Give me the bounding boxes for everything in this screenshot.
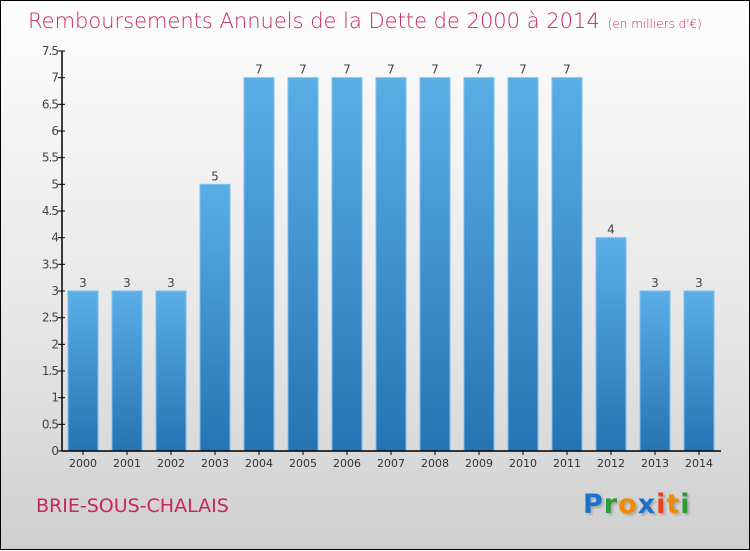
y-tick-label-0.5: 0.5 xyxy=(42,417,58,431)
x-tick-label-2006: 2006 xyxy=(333,457,361,470)
y-tick-label-5: 5 xyxy=(51,177,58,191)
bar-2010 xyxy=(507,77,539,452)
proxiti-logo: Proxiti xyxy=(583,489,691,520)
data-label-2014: 3 xyxy=(695,276,703,290)
bar-2002 xyxy=(155,290,187,452)
bar-2001 xyxy=(111,290,143,452)
bar-2012 xyxy=(595,237,627,452)
data-label-2009: 7 xyxy=(475,63,483,77)
x-tick-label-2008: 2008 xyxy=(421,457,449,470)
title-text: Remboursements Annuels de la Dette de 20… xyxy=(28,9,600,33)
x-tick-label-2005: 2005 xyxy=(289,457,317,470)
x-tick-label-2003: 2003 xyxy=(201,457,229,470)
data-label-2002: 3 xyxy=(167,276,175,290)
bar-2011 xyxy=(551,77,583,452)
logo-letter: i xyxy=(680,489,691,520)
x-tick-label-2009: 2009 xyxy=(465,457,493,470)
bar-2005 xyxy=(287,77,319,452)
data-label-2006: 7 xyxy=(343,63,351,77)
y-tick-label-0: 0 xyxy=(51,444,58,458)
logo-letter: o xyxy=(618,489,638,520)
data-label-2005: 7 xyxy=(299,63,307,77)
x-tick-label-2011: 2011 xyxy=(553,457,581,470)
data-label-2007: 7 xyxy=(387,63,395,77)
y-tick-label-4: 4 xyxy=(51,231,58,245)
bar-2004 xyxy=(243,77,275,452)
x-tick-label-2000: 2000 xyxy=(69,457,97,470)
y-tick-label-2: 2 xyxy=(51,337,58,351)
y-tick-label-4.5: 4.5 xyxy=(42,204,58,218)
data-label-2008: 7 xyxy=(431,63,439,77)
y-tick-label-7: 7 xyxy=(51,71,58,85)
data-label-2011: 7 xyxy=(563,63,571,77)
data-label-2013: 3 xyxy=(651,276,659,290)
chart-title: Remboursements Annuels de la Dette de 20… xyxy=(28,9,702,33)
logo-letter: i xyxy=(656,489,667,520)
logo-letter: t xyxy=(666,489,681,520)
x-tick-label-2014: 2014 xyxy=(685,457,713,470)
chart-subtitle: (en milliers d'€) xyxy=(607,17,702,31)
data-label-2001: 3 xyxy=(123,276,131,290)
logo-letter: P xyxy=(583,489,604,520)
data-label-2000: 3 xyxy=(79,276,87,290)
logo-letter: x xyxy=(637,489,657,520)
bar-2007 xyxy=(375,77,407,452)
y-tick-label-2.5: 2.5 xyxy=(42,311,58,325)
data-label-2004: 7 xyxy=(255,63,263,77)
x-tick-label-2001: 2001 xyxy=(113,457,141,470)
y-tick-label-1.5: 1.5 xyxy=(42,364,58,378)
x-tick-label-2007: 2007 xyxy=(377,457,405,470)
bar-2006 xyxy=(331,77,363,452)
y-tick-label-1: 1 xyxy=(51,391,58,405)
bar-2009 xyxy=(463,77,495,452)
data-label-2012: 4 xyxy=(607,223,615,237)
data-label-2010: 7 xyxy=(519,63,527,77)
bar-2008 xyxy=(419,77,451,452)
bar-2014 xyxy=(683,290,715,452)
y-tick-label-3: 3 xyxy=(51,284,58,298)
bar-2013 xyxy=(639,290,671,452)
y-tick-label-6: 6 xyxy=(51,124,58,138)
x-tick-label-2010: 2010 xyxy=(509,457,537,470)
x-tick-label-2004: 2004 xyxy=(245,457,273,470)
city-name: BRIE-SOUS-CHALAIS xyxy=(36,495,229,517)
bar-2000 xyxy=(67,290,99,452)
x-tick-label-2013: 2013 xyxy=(641,457,669,470)
logo-letter: r xyxy=(603,489,619,520)
x-tick-label-2012: 2012 xyxy=(597,457,625,470)
data-label-2003: 5 xyxy=(211,169,219,183)
bar-2003 xyxy=(199,183,231,452)
x-tick-label-2002: 2002 xyxy=(157,457,185,470)
y-tick-label-5.5: 5.5 xyxy=(42,151,58,165)
y-tick-label-6.5: 6.5 xyxy=(42,97,58,111)
y-tick-label-7.5: 7.5 xyxy=(42,44,58,58)
y-tick-label-3.5: 3.5 xyxy=(42,257,58,271)
